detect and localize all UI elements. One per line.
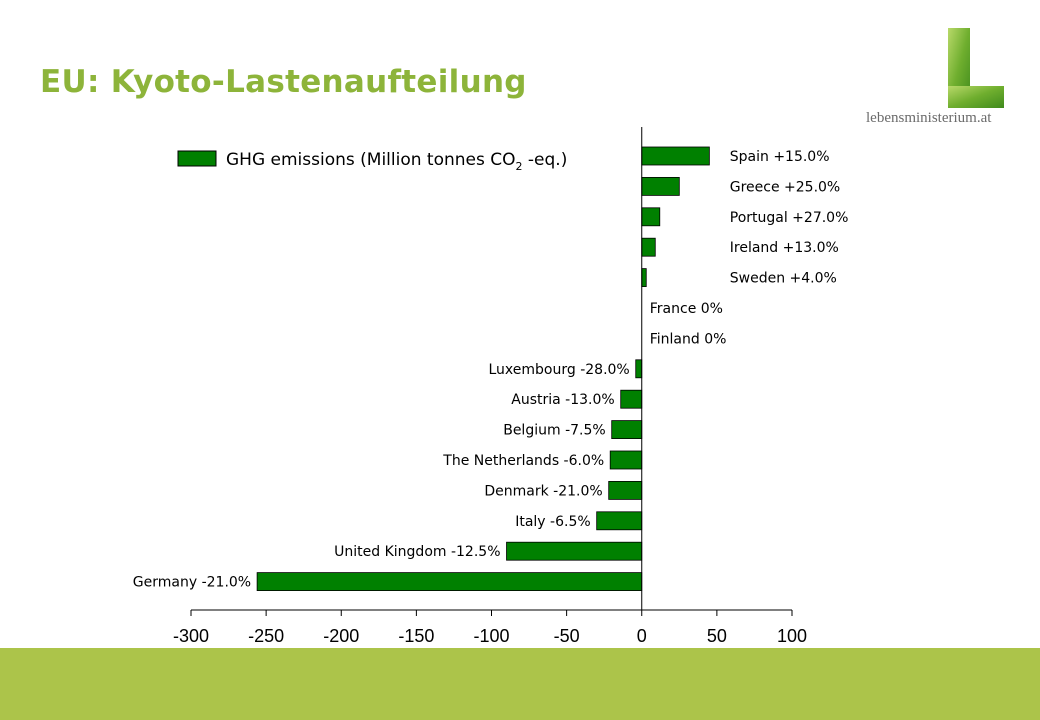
ghg-bar-chart: GHG emissions (Million tonnes CO2 -eq.) … (133, 127, 849, 646)
bar (641, 176, 680, 196)
bar-label: Luxembourg -28.0% (489, 362, 630, 378)
bar (611, 420, 643, 440)
bar-label: Sweden +4.0% (730, 271, 837, 287)
bar (641, 207, 661, 227)
bar-label: Austria -13.0% (511, 392, 614, 408)
x-tick-label: -50 (554, 626, 580, 646)
bar-label: France 0% (650, 301, 723, 317)
chart-legend: GHG emissions (Million tonnes CO2 -eq.) (177, 150, 567, 173)
bar (609, 450, 643, 470)
bar-label: Denmark -21.0% (484, 483, 602, 499)
bar-label: Portugal +27.0% (730, 210, 849, 226)
bar-label: Germany -21.0% (133, 575, 251, 591)
footer-band (0, 648, 1040, 720)
x-tick-label: -200 (323, 626, 359, 646)
x-tick-label: -150 (398, 626, 434, 646)
x-tick-label: -250 (248, 626, 284, 646)
bar (641, 268, 647, 288)
bar (256, 572, 643, 591)
bar (641, 146, 710, 166)
legend-label: GHG emissions (Million tonnes CO2 -eq.) (226, 150, 567, 173)
lebensministerium-logo-icon (948, 28, 1004, 108)
legend-label-prefix: GHG emissions (Million tonnes CO (226, 150, 516, 170)
bar-label: Belgium -7.5% (503, 423, 605, 439)
bar (596, 511, 643, 531)
bar (620, 389, 643, 409)
bar-label: Greece +25.0% (730, 179, 841, 195)
legend-label-subscript: 2 (516, 160, 523, 173)
x-tick-label: -300 (173, 626, 209, 646)
slide-title: EU: Kyoto-Lastenaufteilung (40, 64, 527, 100)
bar-label: The Netherlands -6.0% (442, 453, 604, 469)
bar-label: Italy -6.5% (515, 514, 590, 530)
x-tick-label: 100 (777, 626, 807, 646)
logo-text: lebensministerium.at (866, 110, 992, 126)
x-tick-label: 50 (707, 626, 727, 646)
bar-label: Finland 0% (650, 331, 727, 347)
legend-swatch (177, 150, 217, 167)
legend-label-suffix: -eq.) (523, 150, 568, 170)
bar-label: Spain +15.0% (730, 149, 830, 165)
bar (506, 541, 643, 561)
x-tick-label: -100 (473, 626, 509, 646)
bar-label: Ireland +13.0% (730, 240, 839, 256)
x-tick-label: 0 (637, 626, 647, 646)
bar (608, 480, 643, 500)
bar (641, 237, 656, 257)
bar-label: United Kingdom -12.5% (334, 544, 500, 560)
bar (635, 359, 643, 379)
